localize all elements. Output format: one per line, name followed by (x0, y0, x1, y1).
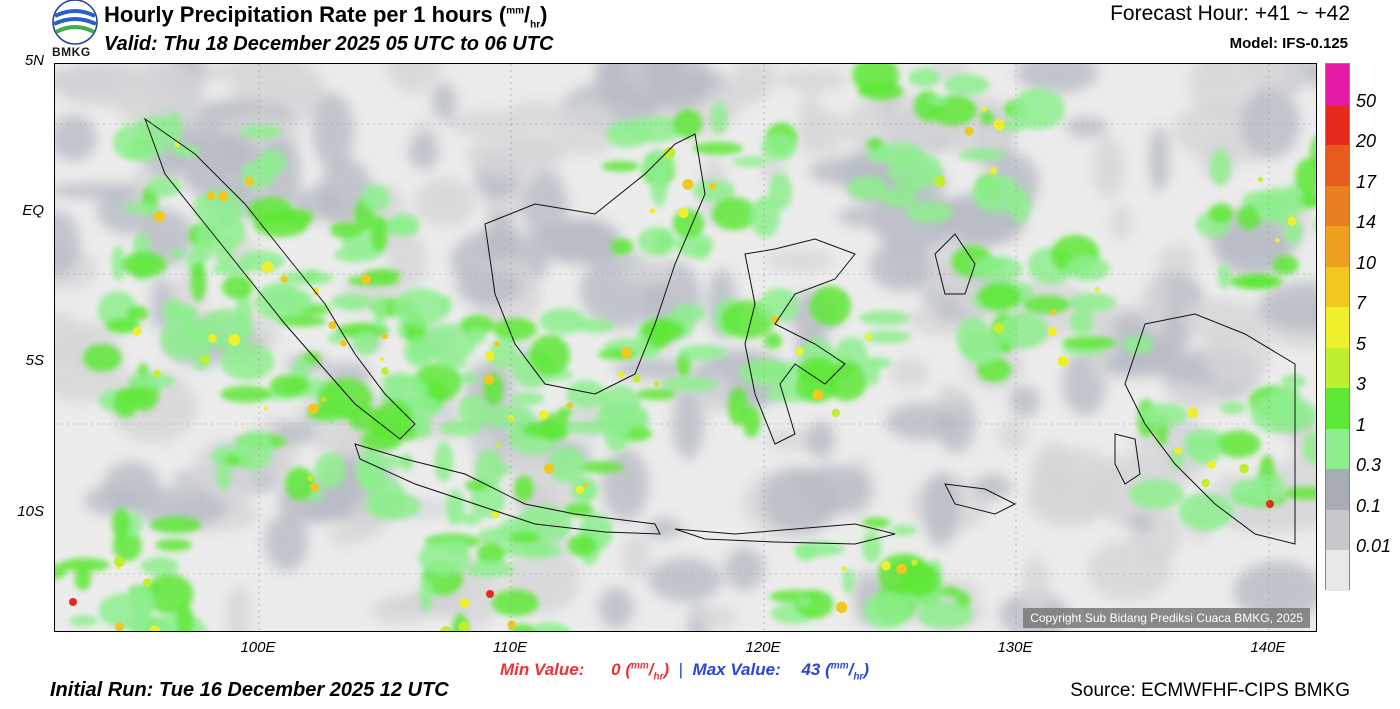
copyright-note: Copyright Sub Bidang Prediksi Cuaca BMKG… (1023, 608, 1310, 628)
colorbar-segment (1326, 509, 1349, 551)
lon-tick-110e: 110E (493, 639, 527, 656)
logo-text: BMKG (52, 45, 91, 59)
colorbar (1325, 63, 1350, 591)
min-max-values: Min Value: 0 (mm/hr) | Max Value: 43 (mm… (500, 660, 869, 683)
colorbar-label: 20 (1356, 131, 1377, 152)
forecast-hour: Forecast Hour: +41 ~ +42 (1110, 2, 1350, 25)
valid-time: Valid: Thu 18 December 2025 05 UTC to 06… (104, 33, 554, 55)
min-value-label: Min Value: (500, 660, 585, 679)
max-value: 43 (801, 660, 821, 679)
colorbar-segment (1326, 64, 1349, 105)
colorbar-label: 17 (1356, 171, 1377, 192)
colorbar-label: 3 (1356, 374, 1367, 395)
lon-tick-140e: 140E (1250, 639, 1286, 656)
colorbar-label: 5 (1356, 333, 1367, 354)
colorbar-label: 1 (1356, 414, 1367, 435)
model-name: Model: IFS-0.125 (1229, 35, 1348, 52)
colorbar-segment (1326, 469, 1349, 510)
colorbar-segment (1326, 104, 1349, 146)
colorbar-segment (1326, 307, 1349, 348)
coastlines (143, 117, 1296, 545)
lat-tick-5s: 5S (25, 352, 44, 369)
precipitation-map: Copyright Sub Bidang Prediksi Cuaca BMKG… (54, 63, 1317, 632)
colorbar-segment (1326, 428, 1349, 470)
lat-tick-10s: 10S (17, 503, 44, 520)
lon-tick-120e: 120E (745, 639, 781, 656)
colorbar-label: 0.3 (1356, 455, 1382, 476)
initial-run: Initial Run: Tue 16 December 2025 12 UTC (50, 679, 449, 701)
lat-tick-eq: EQ (22, 202, 44, 219)
colorbar-segment (1326, 347, 1349, 389)
colorbar-segment (1326, 145, 1349, 186)
map-title: Hourly Precipitation Rate per 1 hours (m… (104, 2, 548, 31)
colorbar-segment (1326, 550, 1349, 591)
data-source: Source: ECMWFHF-CIPS BMKG (1070, 680, 1350, 701)
colorbar-label: 10 (1356, 252, 1377, 273)
colorbar-label: 0.01 (1356, 536, 1392, 557)
bmkg-logo (50, 0, 100, 60)
colorbar-label: 0.1 (1356, 495, 1382, 516)
colorbar-segment (1326, 185, 1349, 227)
max-value-label: Max Value: (692, 660, 781, 679)
lon-tick-100e: 100E (240, 639, 276, 656)
colorbar-segment (1326, 388, 1349, 429)
colorbar-segment (1326, 226, 1349, 267)
min-value: 0 (611, 660, 621, 679)
colorbar-label: 7 (1356, 293, 1367, 314)
colorbar-label: 14 (1356, 212, 1377, 233)
lat-tick-5n: 5N (24, 52, 44, 69)
lon-tick-130e: 130E (997, 639, 1033, 656)
colorbar-label: 50 (1356, 90, 1377, 111)
colorbar-segment (1326, 266, 1349, 308)
